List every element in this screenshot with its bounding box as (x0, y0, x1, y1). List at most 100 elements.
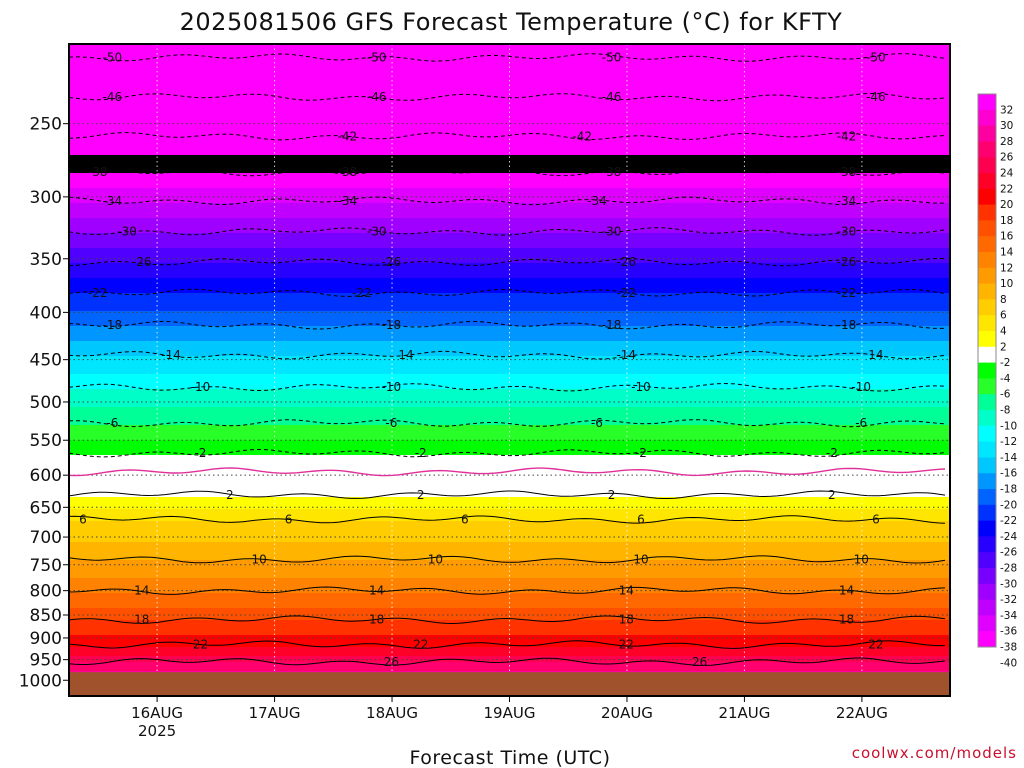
isotherm-label: -2 (194, 446, 206, 460)
isotherm-label: -46 (367, 90, 387, 104)
colorbar-label: -38 (1000, 642, 1017, 654)
isotherm-label: -22 (616, 286, 636, 300)
isotherm-label: -50 (866, 50, 886, 64)
colorbar-label: -16 (1000, 468, 1017, 480)
colorbar-label: 2 (1000, 341, 1007, 353)
colorbar-swatch (978, 252, 996, 269)
colorbar-label: -14 (1000, 452, 1017, 464)
colorbar-label: 30 (1000, 120, 1013, 132)
isotherm-label: 18 (369, 613, 384, 627)
isotherm-label: -22 (88, 286, 108, 300)
temperature-band (69, 635, 950, 648)
isotherm-label: -34 (337, 194, 357, 208)
colorbar-label: -26 (1000, 547, 1017, 559)
isotherm-label: 6 (79, 512, 87, 526)
isotherm-lines (69, 53, 946, 666)
isotherm-label: -6 (591, 416, 603, 430)
colorbar-label: -18 (1000, 484, 1017, 496)
temperature-band (69, 233, 950, 249)
isotherm-label: -34 (587, 194, 607, 208)
y-tick-label: 800 (30, 582, 62, 602)
isotherm-label: 18 (839, 613, 854, 627)
colorbar-label: -20 (1000, 499, 1017, 511)
colorbar-swatch (978, 236, 996, 253)
isotherm-label: -38 (88, 165, 108, 179)
colorbar-label: -34 (1000, 610, 1017, 622)
x-tick-label: 18AUG (366, 704, 418, 722)
isotherm-label: 2 (608, 488, 616, 502)
colorbar-label: -28 (1000, 563, 1017, 575)
y-tick-label: 350 (30, 250, 62, 270)
y-tick-label: 650 (30, 498, 62, 518)
isotherm-line (69, 586, 946, 595)
colorbar-label: 24 (1000, 168, 1014, 180)
temperature-band (69, 593, 950, 609)
y-tick-label: 950 (30, 651, 62, 671)
temperature-band (69, 155, 950, 174)
colorbar-swatch (978, 220, 996, 237)
isotherm-label: -50 (602, 50, 622, 64)
credit-text: coolwx.com/models (852, 744, 1017, 762)
isotherm-label: 26 (384, 655, 399, 669)
isotherm-label: -50 (103, 50, 123, 64)
y-tick-label: 450 (30, 351, 62, 371)
colorbar-swatch (978, 188, 996, 206)
isotherm-label: -18 (602, 318, 622, 332)
colorbar-label: -6 (1000, 389, 1011, 401)
isotherm-label: 6 (461, 512, 469, 526)
x-tick-label: 16AUG (131, 704, 183, 722)
isotherm-label: 6 (637, 512, 645, 526)
isotherm-label: -6 (385, 416, 397, 430)
colorbar-swatch (978, 94, 996, 111)
colorbar-swatch (978, 173, 996, 190)
colorbar-label: 20 (1000, 199, 1013, 211)
colorbar-label: 22 (1000, 183, 1013, 195)
colorbar-label: 6 (1000, 310, 1007, 322)
temperature-band (69, 620, 950, 636)
y-tick-label: 550 (30, 431, 62, 451)
colorbar-swatch (978, 504, 996, 522)
isotherm-label: 14 (619, 584, 634, 598)
temperature-band (69, 293, 950, 312)
colorbar-label: -4 (1000, 373, 1011, 385)
temperature-band (69, 608, 950, 621)
temperature-band (69, 356, 950, 375)
y-tick-label: 600 (30, 466, 62, 486)
isotherm-label: 10 (633, 552, 648, 566)
isotherm-label: -30 (837, 224, 857, 238)
colorbar-swatch (978, 378, 996, 395)
colorbar-swatch (978, 441, 996, 458)
temperature-band (69, 188, 950, 204)
isotherm-label: -26 (132, 255, 152, 269)
x-tick-label: 20AUG (601, 704, 653, 722)
colorbar-swatch (978, 536, 996, 553)
isotherm-label: 14 (868, 348, 883, 362)
colorbar-label: 14 (1000, 247, 1014, 259)
colorbar-swatch (978, 267, 996, 285)
colorbar-label: -36 (1000, 626, 1017, 638)
colorbar-swatch (978, 520, 996, 537)
isotherm-label: -30 (602, 224, 622, 238)
y-tick-label: 900 (30, 629, 62, 649)
isotherm-label: -26 (616, 255, 636, 269)
colorbar-label: 16 (1000, 231, 1014, 243)
temperature-band (69, 278, 950, 294)
colorbar-swatch (978, 157, 996, 174)
isotherm-line (69, 615, 946, 625)
temperature-band (69, 656, 950, 663)
colorbar-swatch (978, 489, 996, 506)
isotherm-label: -46 (866, 90, 886, 104)
colorbar-swatch (978, 457, 996, 474)
colorbar-label: 26 (1000, 152, 1014, 164)
colorbar-label: -8 (1000, 405, 1010, 417)
temperature-band (69, 560, 950, 579)
isotherm-label: -2 (826, 446, 838, 460)
isotherm-line (69, 490, 946, 499)
isotherm-label: 6 (285, 512, 293, 526)
colorbar-label: 32 (1000, 104, 1013, 116)
temperature-band (69, 389, 950, 408)
x-tick-label: 21AUG (718, 704, 770, 722)
isotherm-label: -14 (161, 348, 181, 362)
isotherm-label: 22 (193, 638, 208, 652)
